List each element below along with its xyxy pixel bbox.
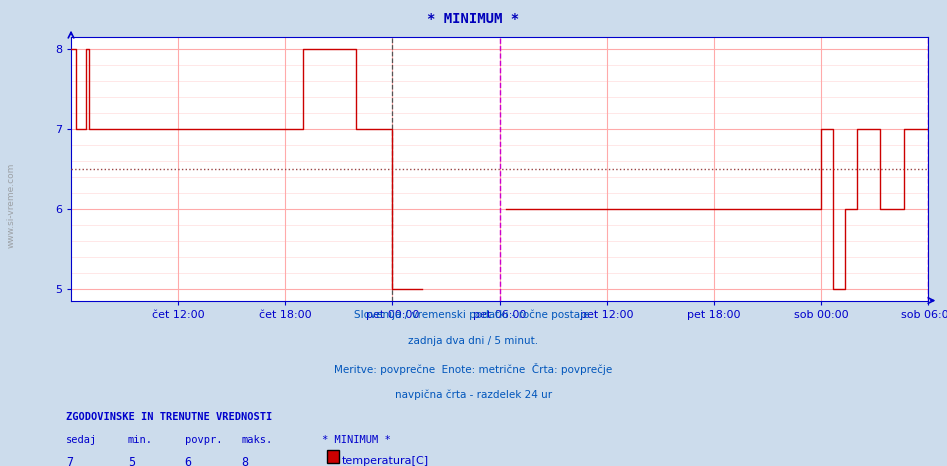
Text: 7: 7 (66, 456, 74, 466)
Text: 8: 8 (241, 456, 249, 466)
Text: Slovenija / vremenski podatki - ročne postaje.: Slovenija / vremenski podatki - ročne po… (354, 310, 593, 321)
Text: navpična črta - razdelek 24 ur: navpična črta - razdelek 24 ur (395, 390, 552, 400)
Text: ZGODOVINSKE IN TRENUTNE VREDNOSTI: ZGODOVINSKE IN TRENUTNE VREDNOSTI (66, 412, 273, 422)
Text: zadnja dva dni / 5 minut.: zadnja dva dni / 5 minut. (408, 336, 539, 346)
Text: temperatura[C]: temperatura[C] (342, 456, 429, 466)
Text: sedaj: sedaj (66, 435, 98, 445)
Text: * MINIMUM *: * MINIMUM * (427, 12, 520, 26)
Text: 6: 6 (185, 456, 192, 466)
Text: Meritve: povprečne  Enote: metrične  Črta: povprečje: Meritve: povprečne Enote: metrične Črta:… (334, 363, 613, 375)
Text: min.: min. (128, 435, 152, 445)
Text: www.si-vreme.com: www.si-vreme.com (7, 162, 16, 248)
Text: 5: 5 (128, 456, 135, 466)
Text: povpr.: povpr. (185, 435, 223, 445)
Text: * MINIMUM *: * MINIMUM * (322, 435, 391, 445)
Text: maks.: maks. (241, 435, 273, 445)
